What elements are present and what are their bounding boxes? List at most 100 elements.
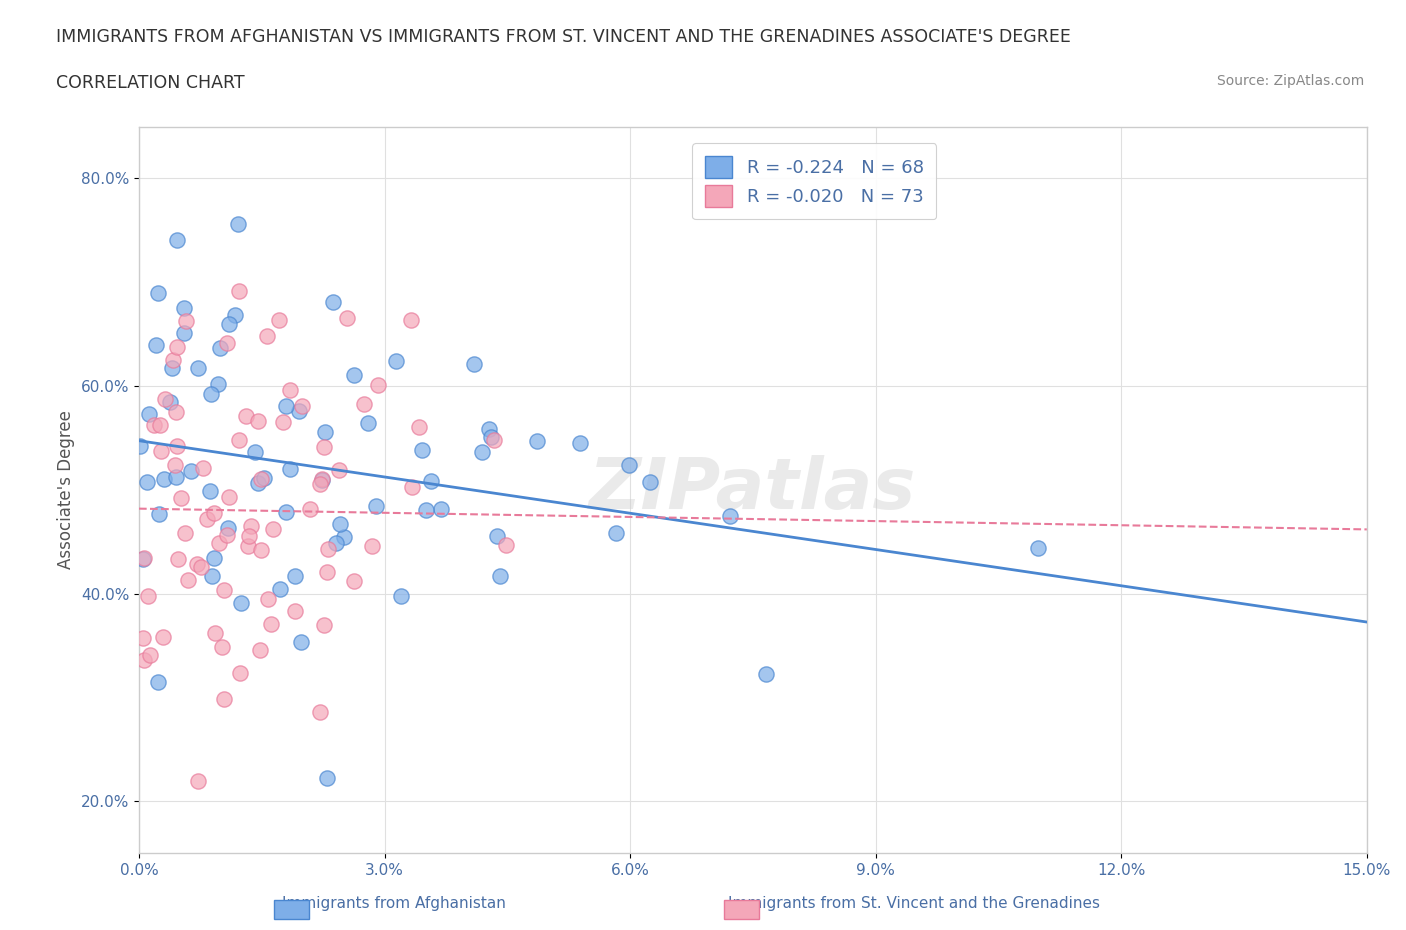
Point: [136, 475, 159, 490]
Point: [132, 653, 155, 668]
Point: [166, 232, 188, 247]
Point: [228, 284, 250, 299]
Point: [278, 383, 301, 398]
Point: [132, 551, 155, 565]
Point: [479, 430, 502, 445]
Point: [162, 361, 184, 376]
Point: [143, 418, 166, 432]
Point: [463, 356, 485, 371]
Point: [273, 415, 295, 430]
Legend: R = -0.224   N = 68, R = -0.020   N = 73: R = -0.224 N = 68, R = -0.020 N = 73: [692, 143, 936, 219]
Point: [250, 543, 273, 558]
Point: [139, 647, 162, 662]
Point: [253, 470, 276, 485]
Point: [316, 770, 339, 785]
Point: [1026, 540, 1049, 555]
Text: CORRELATION CHART: CORRELATION CHART: [56, 74, 245, 92]
Point: [173, 326, 195, 340]
Point: [173, 525, 195, 540]
Point: [471, 445, 494, 459]
Point: [605, 525, 627, 540]
Point: [353, 396, 375, 411]
Point: [174, 313, 197, 328]
Point: [526, 433, 548, 448]
Point: [325, 536, 347, 551]
Point: [367, 378, 389, 392]
Point: [148, 674, 170, 689]
Point: [278, 461, 301, 476]
Point: [202, 551, 225, 565]
Point: [204, 626, 226, 641]
Point: [389, 589, 412, 604]
Text: ZIPatlas: ZIPatlas: [589, 456, 917, 525]
Point: [132, 551, 155, 566]
Point: [312, 618, 335, 632]
Point: [329, 516, 352, 531]
Point: [269, 581, 291, 596]
Point: [361, 538, 384, 553]
Point: [284, 568, 307, 583]
Point: [430, 501, 453, 516]
Point: [482, 432, 505, 447]
Point: [328, 463, 350, 478]
Point: [148, 507, 170, 522]
Point: [384, 353, 406, 368]
Point: [224, 308, 246, 323]
Point: [298, 501, 321, 516]
Point: [165, 470, 187, 485]
Point: [478, 421, 501, 436]
Point: [155, 392, 177, 406]
Point: [256, 328, 278, 343]
Point: [190, 560, 212, 575]
Text: Source: ZipAtlas.com: Source: ZipAtlas.com: [1216, 74, 1364, 88]
Point: [170, 490, 193, 505]
Point: [247, 475, 270, 490]
Point: [238, 528, 260, 543]
Point: [495, 538, 517, 552]
Point: [193, 460, 215, 475]
Point: [217, 521, 239, 536]
Point: [198, 484, 221, 498]
Point: [249, 643, 271, 658]
Point: [136, 589, 159, 604]
Point: [311, 472, 333, 486]
Point: [138, 406, 160, 421]
Point: [415, 503, 437, 518]
Point: [235, 409, 257, 424]
Point: [322, 295, 344, 310]
Point: [132, 631, 155, 646]
Point: [262, 522, 284, 537]
Point: [229, 596, 252, 611]
Point: [218, 490, 240, 505]
Point: [617, 458, 640, 472]
Point: [342, 574, 364, 589]
Point: [212, 691, 235, 706]
Point: [165, 405, 187, 419]
Point: [239, 518, 262, 533]
Point: [314, 424, 336, 439]
Point: [162, 352, 184, 367]
Point: [211, 640, 233, 655]
Point: [195, 512, 218, 526]
Point: [159, 395, 181, 410]
Point: [245, 445, 267, 459]
Point: [207, 376, 229, 391]
Point: [718, 509, 741, 524]
Point: [257, 591, 280, 606]
Point: [568, 436, 591, 451]
Point: [411, 443, 433, 458]
Point: [128, 438, 150, 453]
Point: [218, 316, 240, 331]
Point: [755, 667, 778, 682]
Point: [187, 774, 209, 789]
Y-axis label: Associate's Degree: Associate's Degree: [58, 410, 75, 569]
Point: [146, 286, 169, 300]
Point: [166, 439, 188, 454]
Point: [333, 530, 356, 545]
Point: [309, 476, 332, 491]
Text: IMMIGRANTS FROM AFGHANISTAN VS IMMIGRANTS FROM ST. VINCENT AND THE GRENADINES AS: IMMIGRANTS FROM AFGHANISTAN VS IMMIGRANT…: [56, 28, 1071, 46]
Point: [149, 418, 172, 432]
Point: [173, 301, 195, 316]
Point: [208, 536, 231, 551]
Text: Immigrants from St. Vincent and the Grenadines: Immigrants from St. Vincent and the Gren…: [728, 897, 1099, 911]
